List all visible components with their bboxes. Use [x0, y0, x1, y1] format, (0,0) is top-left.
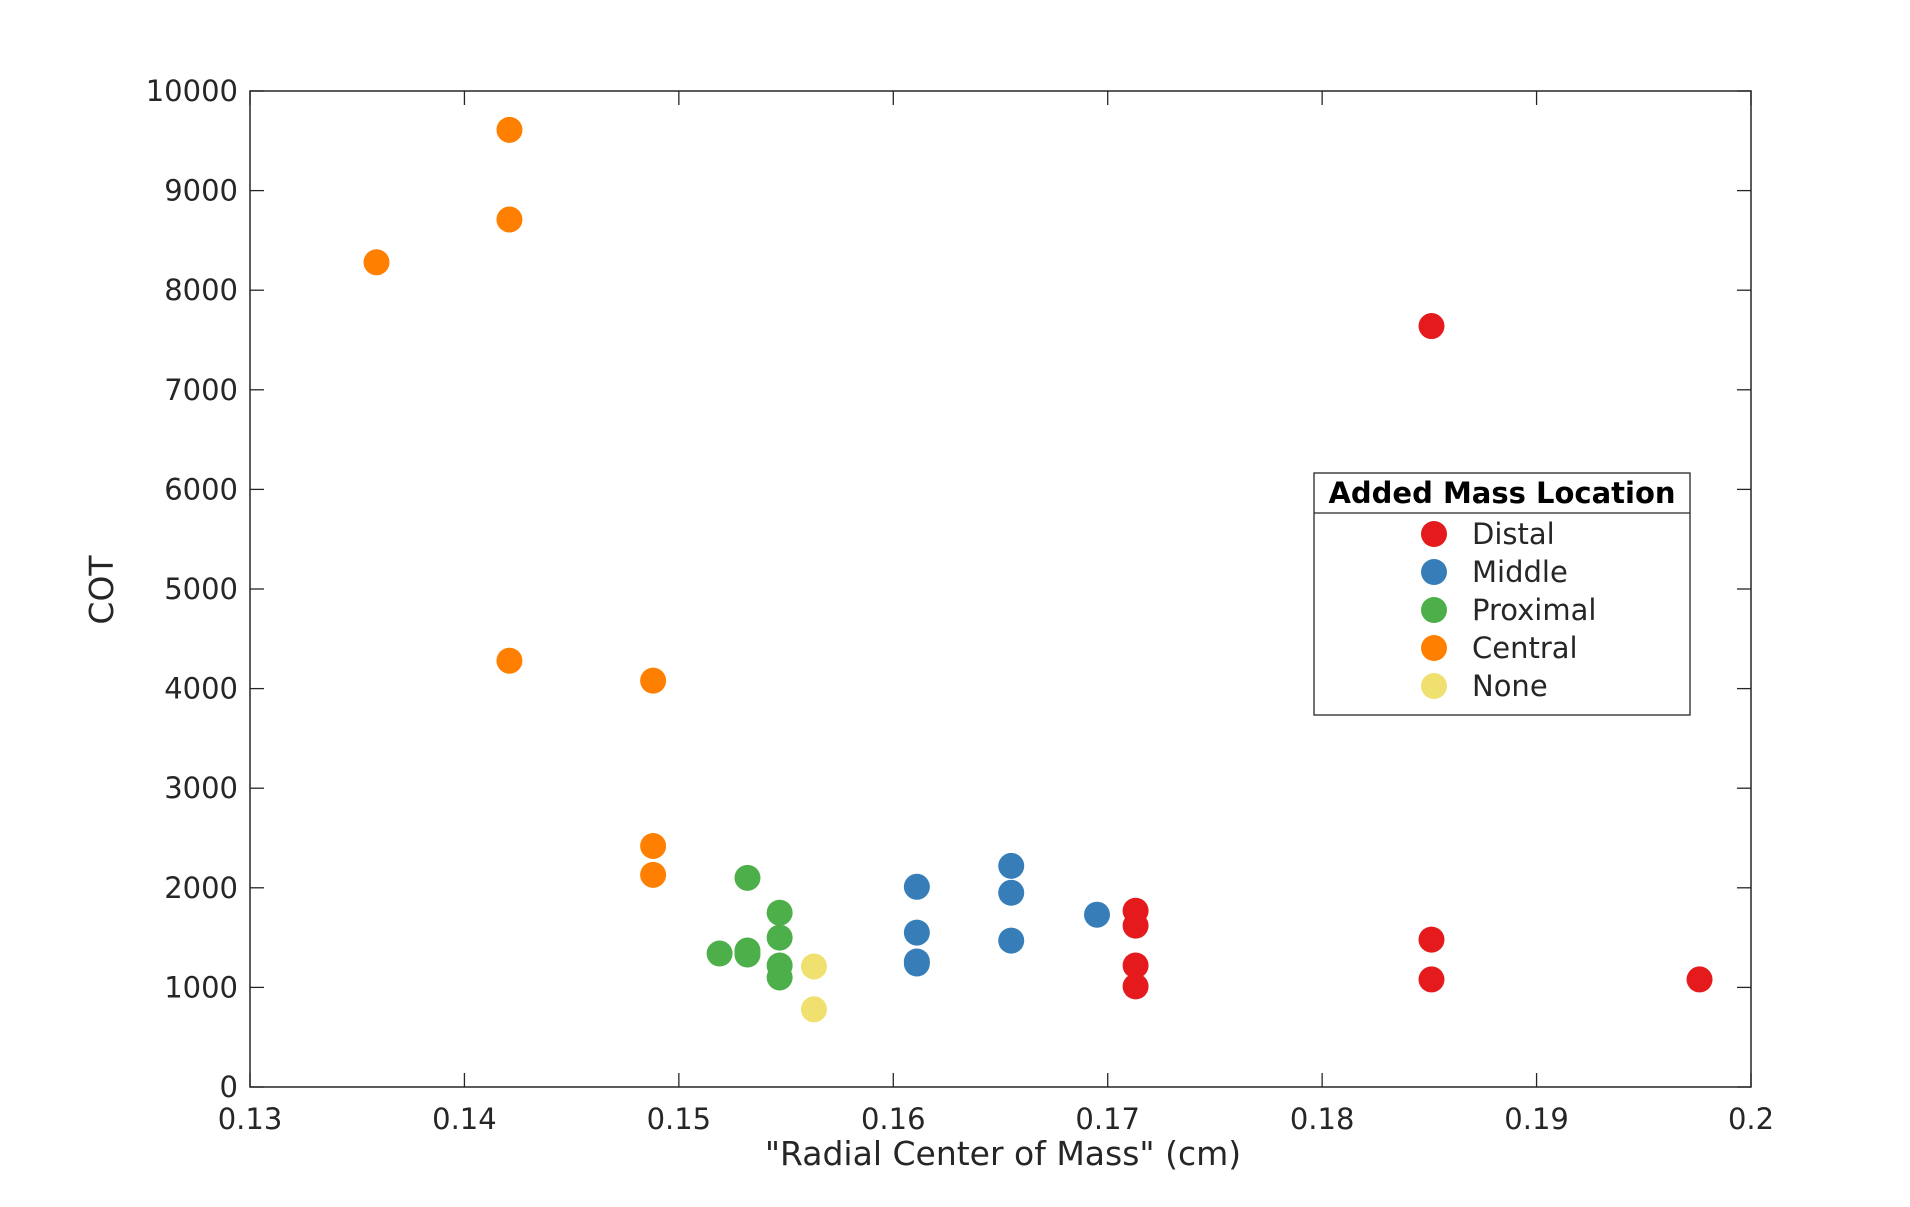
legend-label-central: Central [1472, 631, 1578, 665]
legend-label-middle: Middle [1472, 555, 1568, 589]
data-point-proximal [766, 964, 793, 991]
x-tick-label: 0.19 [1504, 1102, 1569, 1136]
y-tick-label: 0 [220, 1070, 238, 1104]
legend-marker-middle [1421, 559, 1447, 585]
data-point-middle [998, 852, 1025, 879]
legend-marker-proximal [1421, 597, 1447, 623]
data-point-distal [1122, 952, 1149, 979]
data-point-central [640, 861, 667, 888]
data-point-distal [1122, 912, 1149, 939]
data-point-central [363, 249, 390, 276]
data-point-proximal [734, 941, 761, 968]
data-point-proximal [734, 864, 761, 891]
x-tick-label: 0.14 [432, 1102, 497, 1136]
data-point-central [640, 667, 667, 694]
y-tick-label: 7000 [164, 373, 238, 407]
data-point-middle [903, 873, 930, 900]
legend-title: Added Mass Location [1328, 476, 1675, 510]
data-point-central [496, 206, 523, 233]
data-point-distal [1418, 926, 1445, 953]
data-point-none [800, 953, 827, 980]
y-tick-label: 6000 [164, 472, 238, 506]
data-point-middle [998, 927, 1025, 954]
legend-label-distal: Distal [1472, 517, 1555, 551]
legend-marker-none [1421, 673, 1447, 699]
y-tick-label: 4000 [164, 672, 238, 706]
data-point-middle [903, 948, 930, 975]
x-tick-label: 0.16 [861, 1102, 926, 1136]
y-tick-label: 9000 [164, 174, 238, 208]
x-tick-label: 0.13 [218, 1102, 283, 1136]
y-tick-label: 1000 [164, 970, 238, 1004]
axes: 0.13 0.14 0.15 0.16 0.17 0.18 0.19 0.2 0 1000 2000… [146, 74, 1774, 1136]
x-axis-title: "Radial Center of Mass" (cm) [765, 1134, 1241, 1173]
x-tick-label: 0.15 [647, 1102, 712, 1136]
legend-label-proximal: Proximal [1472, 593, 1596, 627]
legend-marker-distal [1421, 521, 1447, 547]
data-point-middle [1083, 901, 1110, 928]
data-point-distal [1418, 966, 1445, 993]
data-point-middle [998, 879, 1025, 906]
y-tick-label: 2000 [164, 871, 238, 905]
x-tick-label: 0.2 [1728, 1102, 1774, 1136]
data-point-proximal [766, 924, 793, 951]
legend: Added Mass Location Distal Middle Proximal C… [1313, 472, 1691, 716]
legend-marker-central [1421, 635, 1447, 661]
data-point-central [496, 647, 523, 674]
data-point-distal [1418, 313, 1445, 340]
y-tick-label: 10000 [146, 74, 238, 108]
legend-label-none: None [1472, 669, 1548, 703]
data-point-distal [1686, 966, 1713, 993]
data-points [363, 116, 1713, 1023]
y-tick-label: 5000 [164, 572, 238, 606]
y-tick-label: 3000 [164, 771, 238, 805]
y-tick-label: 8000 [164, 273, 238, 307]
data-point-middle [903, 919, 930, 946]
data-point-proximal [706, 940, 733, 967]
x-tick-label: 0.17 [1075, 1102, 1140, 1136]
data-point-proximal [766, 899, 793, 926]
data-point-none [800, 996, 827, 1023]
data-point-central [640, 832, 667, 859]
x-tick-label: 0.18 [1290, 1102, 1355, 1136]
data-point-distal [1122, 973, 1149, 1000]
data-point-central [496, 116, 523, 143]
y-axis-title: COT [82, 555, 121, 625]
